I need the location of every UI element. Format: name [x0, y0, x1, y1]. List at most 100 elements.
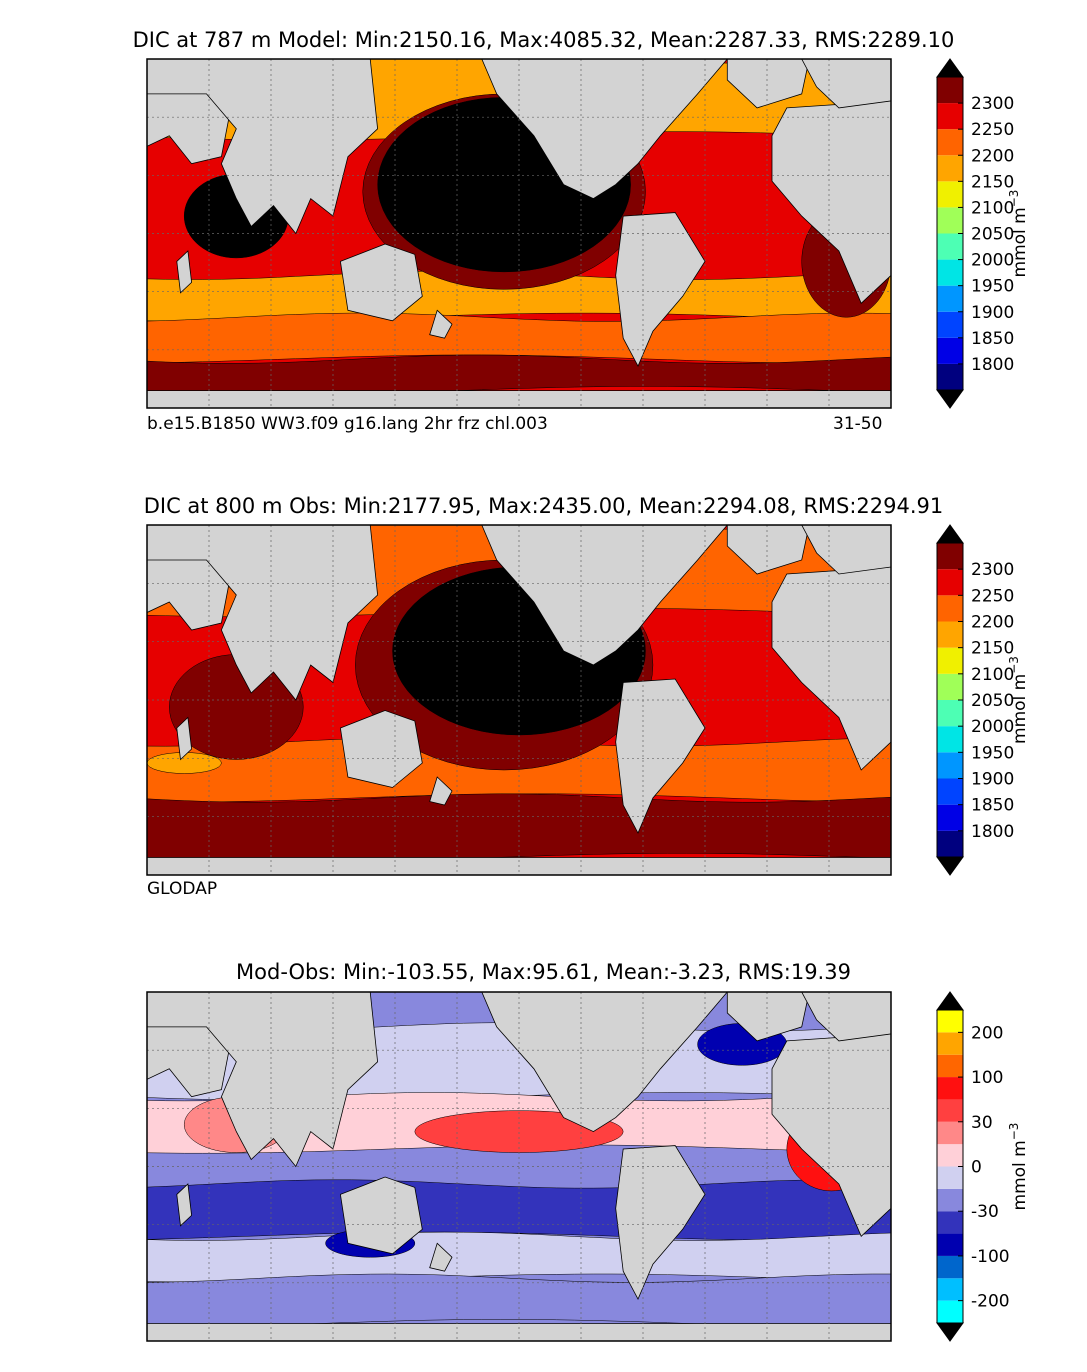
colorbar-segment [937, 1188, 963, 1212]
colorbar-segment [937, 181, 963, 208]
land-newzealand [429, 776, 453, 806]
land-madagascar [176, 250, 193, 294]
land-africa2 [771, 566, 891, 771]
colorbar-segment [937, 569, 963, 596]
land-namerica [481, 59, 728, 200]
land-eurasia [147, 59, 379, 235]
land-samerica [615, 1145, 706, 1301]
colorbar-tick-label: 1950 [971, 277, 1014, 297]
colorbar-max-arrow [936, 991, 964, 1011]
colorbar-tick-label: 1900 [971, 303, 1014, 323]
land-australia [339, 1176, 423, 1255]
colorbar-segment [937, 804, 963, 831]
colorbar-segment [937, 233, 963, 260]
colorbar-tick-label: 1800 [971, 355, 1014, 375]
colorbar-tick-label: 2050 [971, 225, 1014, 245]
colorbar-segment [937, 673, 963, 700]
colorbar-unit-label: mmol m−3 [1007, 656, 1030, 744]
land-newzealand [429, 309, 453, 339]
colorbar-tick-label: 2000 [971, 717, 1014, 737]
colorbar-unit-label: mmol m−3 [1007, 190, 1030, 278]
colorbar-segment [937, 1054, 963, 1078]
panel-2-caption-left: GLODAP [147, 879, 218, 899]
colorbar-tick-label: 2100 [971, 665, 1014, 685]
colorbar-segment [937, 103, 963, 130]
map-frame [146, 991, 892, 1342]
colorbar-tick-label: 2000 [971, 251, 1014, 271]
colorbar-segment [937, 543, 963, 570]
colorbar-segment [937, 1144, 963, 1167]
land-namerica [481, 525, 728, 666]
colorbar-tick-label: -30 [971, 1202, 999, 1222]
colorbar-segment [937, 155, 963, 182]
colorbar-segment [937, 1233, 963, 1256]
colorbar-segment [937, 1278, 963, 1301]
panel-3-title: Mod-Obs: Min:-103.55, Max:95.61, Mean:-3… [236, 960, 851, 984]
colorbar-segment [937, 311, 963, 338]
colorbar-segment [937, 1099, 963, 1122]
land-europe [801, 992, 891, 1042]
colorbar-segment [937, 647, 963, 674]
ocean-field-1 [147, 59, 891, 408]
colorbar-segment [937, 259, 963, 286]
colorbar-tick-label: 2250 [971, 586, 1014, 606]
colorbar-tick-label: 2200 [971, 613, 1014, 633]
panel-2-title: DIC at 800 m Obs: Min:2177.95, Max:2435.… [143, 494, 944, 518]
land-africa2 [771, 1033, 891, 1237]
colorbar-segment [937, 621, 963, 648]
colorbar-min-arrow [936, 389, 964, 409]
map-panel-1 [146, 58, 892, 409]
colorbar-unit-exponent: −3 [1007, 1123, 1021, 1141]
panel-1-title: DIC at 787 m Model: Min:2150.16, Max:408… [132, 28, 955, 52]
land-greenland [726, 525, 810, 575]
colorbar-segment [937, 1300, 963, 1323]
land-eurasia [147, 992, 379, 1168]
map-panel-3 [146, 991, 892, 1342]
colorbar-2: 1800 1850 1900 1950 2000 2050 2100 2150 2200 2250… [936, 524, 1030, 876]
colorbar-segment [937, 285, 963, 312]
colorbar-tick-label: -200 [971, 1292, 1010, 1312]
colorbar-segment [937, 778, 963, 805]
colorbar-max-arrow [936, 524, 964, 544]
colorbar-segment [937, 1211, 963, 1234]
colorbar-tick-label: 2050 [971, 691, 1014, 711]
colorbar-tick-label: 1900 [971, 770, 1014, 790]
colorbar-tick-label: 1850 [971, 796, 1014, 816]
colorbar-tick-label: 2300 [971, 94, 1014, 114]
colorbar-tick-label: 2150 [971, 639, 1014, 659]
colorbar-tick-label: 2150 [971, 172, 1014, 192]
land-greenland [726, 59, 810, 109]
colorbar-segment [937, 1121, 963, 1145]
colorbar-tick-label: 1800 [971, 822, 1014, 842]
colorbar-min-arrow [936, 1322, 964, 1342]
colorbar-min-arrow [936, 856, 964, 876]
land-europe [801, 59, 891, 109]
colorbar-segment [937, 700, 963, 727]
colorbar-segment [937, 337, 963, 364]
colorbar-tick-label: 30 [971, 1113, 993, 1133]
colorbar-tick-label: 200 [971, 1023, 1003, 1043]
colorbar-tick-label: 2100 [971, 198, 1014, 218]
colorbar-tick-label: 2200 [971, 146, 1014, 166]
colorbar-tick-label: 0 [971, 1158, 982, 1178]
land-samerica [615, 678, 706, 834]
colorbar-1: 1800 1850 1900 1950 2000 2050 2100 2150 2200 2250… [936, 58, 1030, 409]
land-madagascar [176, 716, 193, 761]
colorbar-segment [937, 752, 963, 779]
colorbar-segment [937, 1010, 963, 1033]
panel-1-caption-left: b.e15.B1850 WW3.f09 g16.lang 2hr frz chl… [147, 414, 548, 434]
land-australia [339, 243, 423, 322]
colorbar-tick-label: 2250 [971, 120, 1014, 140]
colorbar-segment [937, 595, 963, 622]
ocean-field-3 [147, 992, 891, 1341]
colorbar-segment [937, 830, 963, 857]
land-australia [339, 710, 423, 788]
ocean-field-2 [147, 525, 891, 875]
land-madagascar [176, 1183, 193, 1227]
colorbar-segment [937, 1166, 963, 1189]
land-europe [801, 525, 891, 575]
map-frame [146, 524, 892, 876]
colorbar-segment [937, 1032, 963, 1055]
colorbar-segment [937, 129, 963, 156]
